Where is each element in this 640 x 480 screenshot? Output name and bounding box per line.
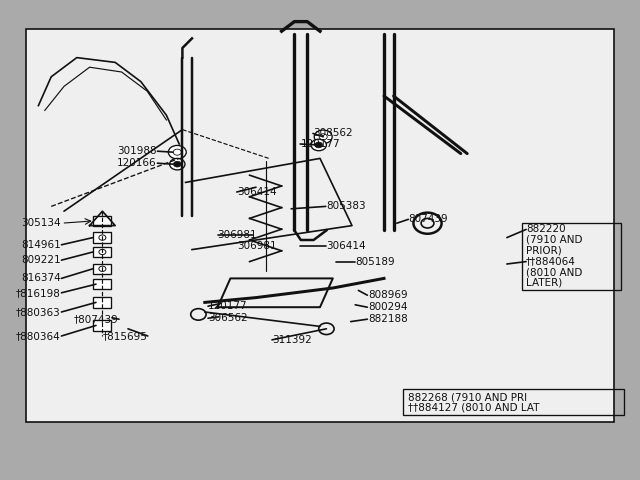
Text: †880364: †880364 — [16, 331, 61, 341]
Text: 882220: 882220 — [526, 225, 566, 234]
Text: 882268 (7910 AND PRI: 882268 (7910 AND PRI — [408, 393, 527, 402]
Text: 805189: 805189 — [355, 257, 395, 266]
Text: 882188: 882188 — [368, 314, 408, 324]
Text: PRIOR): PRIOR) — [526, 245, 562, 255]
Circle shape — [173, 161, 181, 167]
Text: 807439: 807439 — [408, 215, 448, 224]
Text: 305134: 305134 — [21, 218, 61, 228]
Text: 120166: 120166 — [117, 158, 157, 168]
Text: 301988: 301988 — [117, 146, 157, 156]
Circle shape — [170, 158, 185, 170]
Text: 120177: 120177 — [301, 139, 340, 149]
Bar — [93, 216, 111, 226]
Bar — [93, 232, 111, 243]
Bar — [403, 389, 624, 415]
Text: 308562: 308562 — [314, 129, 353, 138]
Bar — [93, 320, 111, 331]
Text: 808969: 808969 — [368, 290, 408, 300]
Text: 120177: 120177 — [208, 301, 248, 311]
Text: ††884064: ††884064 — [526, 257, 576, 266]
Text: 814961: 814961 — [21, 240, 61, 250]
Circle shape — [311, 139, 326, 151]
Circle shape — [314, 130, 332, 144]
Bar — [93, 264, 111, 274]
Text: 306981: 306981 — [218, 230, 257, 240]
Text: 816374: 816374 — [21, 274, 61, 283]
Bar — [93, 247, 111, 257]
Circle shape — [168, 145, 186, 159]
Text: 800294: 800294 — [368, 302, 408, 312]
Text: †816198: †816198 — [16, 288, 61, 298]
Text: 805383: 805383 — [326, 202, 366, 211]
Text: (8010 AND: (8010 AND — [526, 267, 582, 277]
Text: 809221: 809221 — [21, 255, 61, 265]
Text: 306414: 306414 — [237, 187, 276, 197]
Text: †807439: †807439 — [74, 314, 118, 324]
Text: †880363: †880363 — [16, 307, 61, 317]
Text: 311392: 311392 — [272, 335, 312, 345]
Text: 306414: 306414 — [326, 241, 366, 251]
Text: LATER): LATER) — [526, 277, 563, 287]
Bar — [93, 279, 111, 289]
Text: (7910 AND: (7910 AND — [526, 235, 582, 245]
Text: †815695: †815695 — [102, 331, 147, 341]
Text: ††884127 (8010 AND LAT: ††884127 (8010 AND LAT — [408, 402, 539, 412]
Text: 306562: 306562 — [208, 313, 248, 323]
Bar — [93, 297, 111, 308]
Text: 306981: 306981 — [237, 241, 276, 251]
Bar — [522, 223, 621, 290]
Circle shape — [315, 142, 323, 148]
